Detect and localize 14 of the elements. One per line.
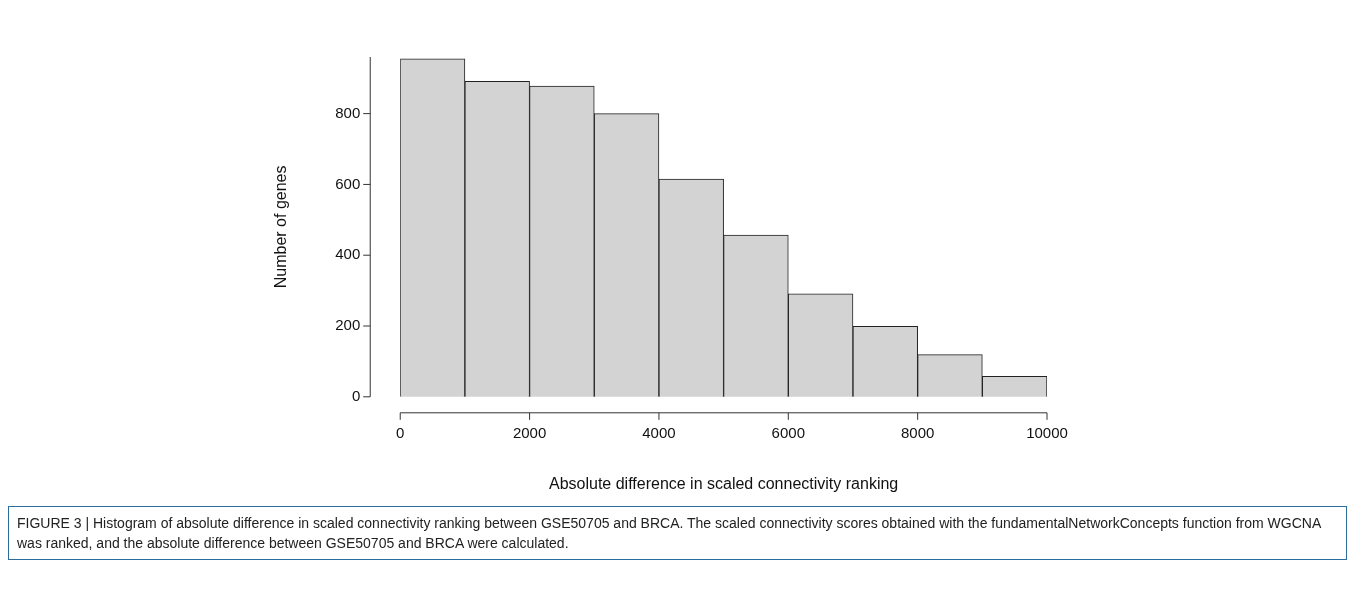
y-tick-label: 0 [351,386,361,404]
y-tick-label: 400 [335,245,361,263]
x-tick-label: 10000 [1026,423,1068,441]
x-tick-label: 4000 [642,423,676,441]
y-tick-label: 600 [335,174,361,192]
x-tick-label: 6000 [771,423,805,441]
x-axis-title: Absolute difference in scaled connectivity ranking [548,474,899,492]
y-tick-label: 200 [335,316,361,334]
y-tick-label: 800 [335,103,361,121]
x-tick-label: 2000 [512,423,547,441]
caption: FIGURE 3 | Histogram of absolute difference in scaled connectivity ranking between GSE50705 and BRCA. The scaled connectivity scores obtained with the fundamentalNetworkConcepts function from WGCNA was ranked, and the absolute difference between GSE50705 and BRCA were calculated. [8,506,1347,560]
x-tick-label: 8000 [900,423,935,441]
y-axis-title: Number of genes [272,165,290,289]
x-tick-label: 0 [396,423,405,441]
